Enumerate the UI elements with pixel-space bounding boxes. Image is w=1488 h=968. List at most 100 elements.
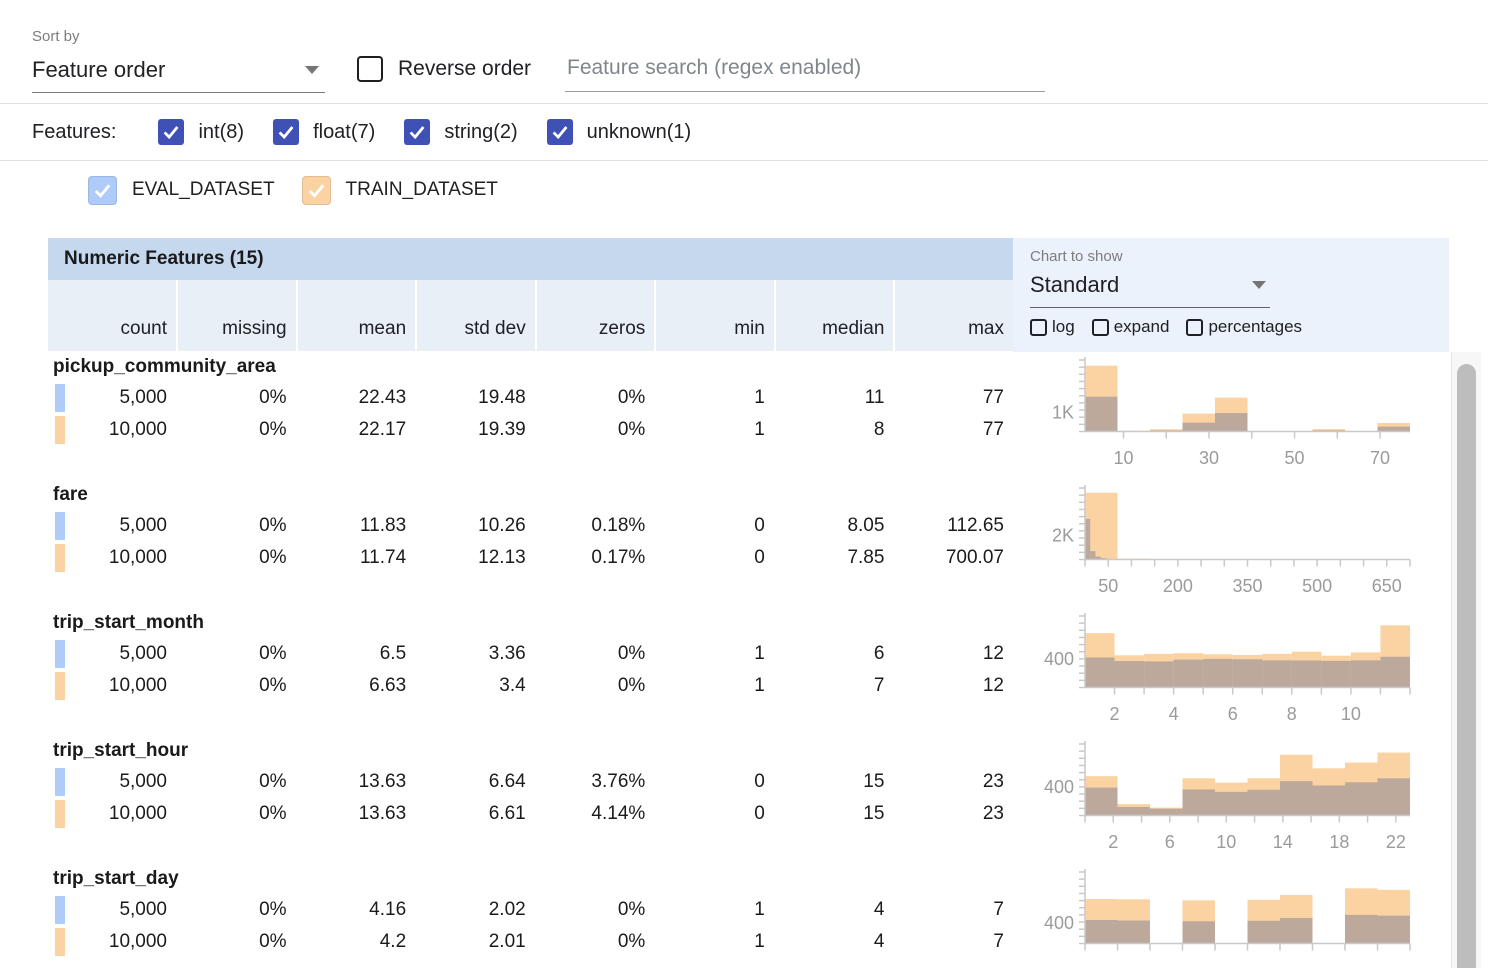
dataset-color-chip [55,800,65,828]
histogram-bar-eval_dataset [1262,660,1292,687]
stat-cell: 6.63 [298,670,416,702]
stat-cell: 11.74 [298,542,416,574]
feature-type-checkbox[interactable]: string(2) [404,119,517,145]
x-tick-label: 500 [1302,576,1332,596]
stat-cell: 0.17% [537,542,655,574]
checkbox-unchecked-icon [357,56,383,82]
column-header-missing: missing [178,280,296,351]
x-tick-label: 30 [1199,448,1219,468]
x-tick-label: 22 [1386,832,1406,852]
chart-option-checkbox[interactable]: expand [1092,317,1170,337]
stat-cell: 1 [656,414,774,446]
y-axis-label: 400 [1044,777,1074,797]
chart-option-checkbox[interactable]: log [1030,317,1075,337]
histogram-bar-eval_dataset [1345,915,1378,944]
histogram-bar-eval_dataset [1292,660,1322,687]
x-tick-label: 18 [1329,832,1349,852]
stat-cell: 0% [178,894,296,926]
reverse-order-label: Reverse order [398,57,531,81]
feature-type-label: unknown(1) [587,121,692,144]
sort-by-field: Sort by Feature order [32,28,325,93]
dataset-toggle-row: EVAL_DATASET TRAIN_DATASET [88,168,525,212]
feature-type-label: string(2) [444,121,517,144]
chart-type-dropdown[interactable]: Standard [1030,272,1270,308]
stat-cell: 2.01 [417,926,535,958]
stat-cell: 13.63 [298,798,416,830]
stat-cell: 12 [895,638,1013,670]
reverse-order-checkbox[interactable]: Reverse order [357,56,531,82]
feature-group: trip_start_month 246810400 5,0000%6.53.3… [0,608,1449,736]
checkbox-checked-icon [302,176,331,205]
stat-cell: 10,000 [48,670,176,702]
stat-row-train_dataset: 10,0000%11.7412.130.17%07.85700.07 [48,542,1013,574]
stat-cell: 77 [895,382,1013,414]
feature-name: trip_start_month [53,612,204,634]
chart-option-checkbox[interactable]: percentages [1186,317,1302,337]
histogram-bar-eval_dataset [1321,661,1351,688]
feature-list: pickup_community_area 103050701K 5,0000%… [0,352,1449,968]
histogram-trip_start_month: 246810400 [1040,608,1425,736]
dataset-color-chip [55,512,65,540]
stat-cell: 0% [537,894,655,926]
y-axis-label: 400 [1044,913,1074,933]
feature-name: trip_start_day [53,868,179,890]
histogram-pickup_community_area: 103050701K [1040,352,1425,480]
stat-cell: 0% [537,926,655,958]
histogram-bar-eval_dataset [1248,790,1281,816]
stat-cell: 10.26 [417,510,535,542]
histogram-bar-eval_dataset [1183,921,1216,943]
stat-cell: 4 [776,894,894,926]
stat-cell: 0.18% [537,510,655,542]
feature-name: fare [53,484,88,506]
histogram-bar-eval_dataset [1203,659,1233,688]
dataset-color-chip [55,768,65,796]
scrollbar-thumb[interactable] [1457,364,1476,968]
feature-type-checkbox[interactable]: int(8) [158,119,244,145]
feature-type-checkbox[interactable]: float(7) [273,119,375,145]
sort-by-dropdown[interactable]: Feature order [32,55,325,93]
feature-group: trip_start_day 400 5,0000%4.162.020%1471… [0,864,1449,968]
dataset-color-chip [55,672,65,700]
check-icon [275,121,297,143]
divider [0,160,1488,161]
stat-cell: 11.83 [298,510,416,542]
stat-row-eval_dataset: 5,0000%4.162.020%147 [48,894,1013,926]
feature-group: fare 502003505006502K 5,0000%11.8310.260… [0,480,1449,608]
x-tick-label: 8 [1287,704,1297,724]
stat-row-eval_dataset: 5,0000%11.8310.260.18%08.05112.65 [48,510,1013,542]
histogram-bar-eval_dataset [1380,657,1410,688]
stat-cell: 0% [178,414,296,446]
feature-type-checkbox[interactable]: unknown(1) [547,119,692,145]
stat-cell: 19.48 [417,382,535,414]
x-tick-label: 50 [1285,448,1305,468]
stat-cell: 5,000 [48,894,176,926]
dataset-checkbox[interactable]: EVAL_DATASET [88,176,275,205]
histogram-bar-eval_dataset [1378,916,1411,944]
stat-cell: 7 [776,670,894,702]
dataset-checkbox[interactable]: TRAIN_DATASET [302,176,498,205]
x-tick-label: 14 [1273,832,1293,852]
stat-cell: 0% [178,382,296,414]
feature-group: trip_start_hour 2610141822400 5,0000%13.… [0,736,1449,864]
column-header-count: count [48,280,176,351]
feature-search-input[interactable] [565,52,1045,91]
stat-cell: 4 [776,926,894,958]
stat-cell: 1 [656,382,774,414]
chevron-down-icon [305,66,319,74]
histogram-bar-eval_dataset [1144,661,1174,687]
stat-cell: 5,000 [48,510,176,542]
column-header-zeros: zeros [537,280,655,351]
stat-cell: 0 [656,798,774,830]
x-tick-label: 50 [1098,576,1118,596]
column-header-min: min [656,280,774,351]
checkbox-unchecked-icon [1186,319,1203,336]
stat-cell: 7.85 [776,542,894,574]
stat-cell: 0% [537,382,655,414]
stat-cell: 0% [178,670,296,702]
x-tick-label: 10 [1216,832,1236,852]
histogram-bar-eval_dataset [1115,661,1145,687]
vertical-scrollbar[interactable] [1451,352,1481,968]
dataset-label: EVAL_DATASET [132,179,275,201]
stat-row-train_dataset: 10,0000%22.1719.390%1877 [48,414,1013,446]
dataset-color-chip [55,928,65,956]
